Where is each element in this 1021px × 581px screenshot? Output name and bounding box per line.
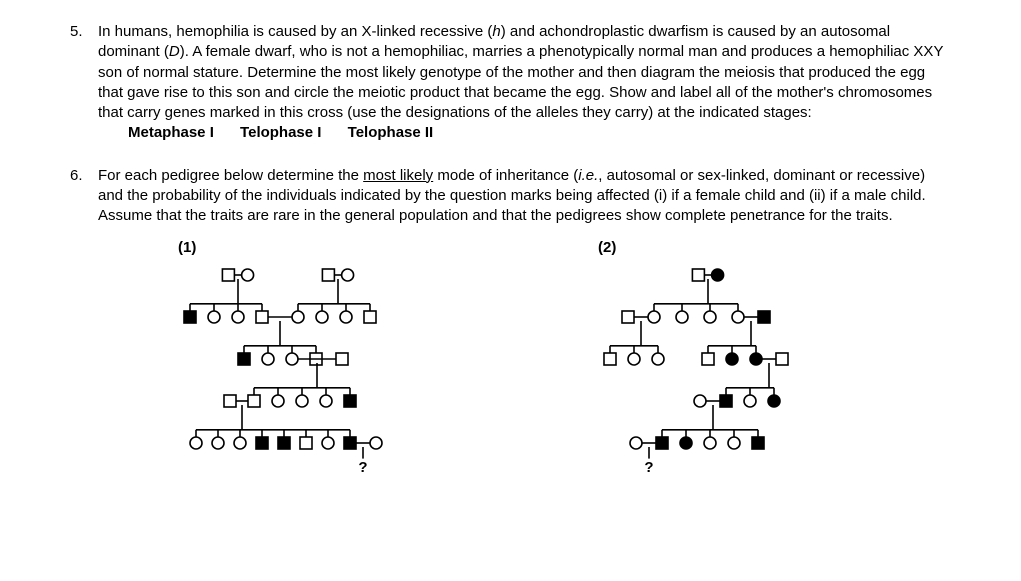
pedigree-1-label: (1) — [178, 238, 196, 258]
pedigree-1-svg: ? — [158, 261, 458, 491]
pedigree-diagrams: (1) ? (2) ? — [98, 238, 951, 490]
q5-text-p0: In humans, hemophilia is caused by an X-… — [98, 23, 492, 40]
pedigree-2-label: (2) — [598, 238, 616, 258]
pedigree-2-wrap: (2) ? — [578, 238, 838, 490]
stage-telophase1: Telophase I — [240, 124, 321, 141]
q6-ie: i.e. — [578, 167, 598, 184]
question-5: 5. In humans, hemophilia is caused by an… — [70, 22, 951, 144]
q6-text-mid: mode of inheritance ( — [433, 167, 578, 184]
q5-allele-h: h — [492, 23, 500, 40]
stage-metaphase1: Metaphase I — [128, 124, 214, 141]
q5-number: 5. — [70, 22, 98, 144]
question-6: 6. For each pedigree below determine the… — [70, 166, 951, 491]
pedigree-1-wrap: (1) ? — [158, 238, 458, 490]
q5-allele-D: D — [169, 43, 180, 60]
pedigree-2-svg: ? — [578, 261, 838, 491]
svg-text:?: ? — [358, 458, 367, 475]
q6-body: For each pedigree below determine the mo… — [98, 166, 951, 491]
q6-most-likely: most likely — [363, 167, 433, 184]
q6-number: 6. — [70, 166, 98, 491]
svg-text:?: ? — [644, 458, 653, 475]
stage-telophase2: Telophase II — [348, 124, 434, 141]
q5-stages: Metaphase I Telophase I Telophase II — [128, 123, 455, 143]
q5-text-p4: ). A female dwarf, who is not a hemophil… — [98, 43, 943, 121]
q6-text-head: For each pedigree below determine the — [98, 167, 363, 184]
q5-body: In humans, hemophilia is caused by an X-… — [98, 22, 951, 144]
